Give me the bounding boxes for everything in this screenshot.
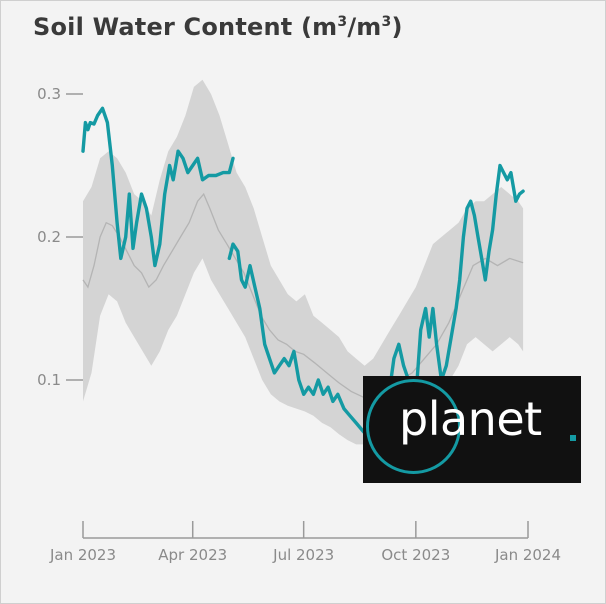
- planet-logo: planet: [363, 376, 581, 483]
- x-tick-label: Jul 2023: [272, 546, 334, 564]
- mean-line: [82, 192, 524, 398]
- y-tick-label: 0.2: [37, 228, 61, 246]
- logo-ring-icon: [366, 379, 461, 474]
- range-band: [83, 79, 524, 445]
- y-tick-label: 0.1: [37, 371, 61, 389]
- x-tick-label: Oct 2023: [381, 546, 450, 564]
- x-tick-label: Apr 2023: [158, 546, 227, 564]
- y-axis: 0.1 0.2 0.3: [37, 85, 83, 389]
- logo-wordmark: planet: [399, 392, 542, 446]
- x-tick-label: Jan 2024: [494, 546, 561, 564]
- y-tick-label: 0.3: [37, 85, 61, 103]
- chart-title: Soil Water Content (m3/m3): [33, 13, 403, 41]
- logo-dot-icon: [570, 435, 576, 441]
- x-tick-label: Jan 2023: [49, 546, 116, 564]
- x-axis: Jan 2023 Apr 2023 Jul 2023 Oct 2023 Jan 2024: [49, 521, 561, 564]
